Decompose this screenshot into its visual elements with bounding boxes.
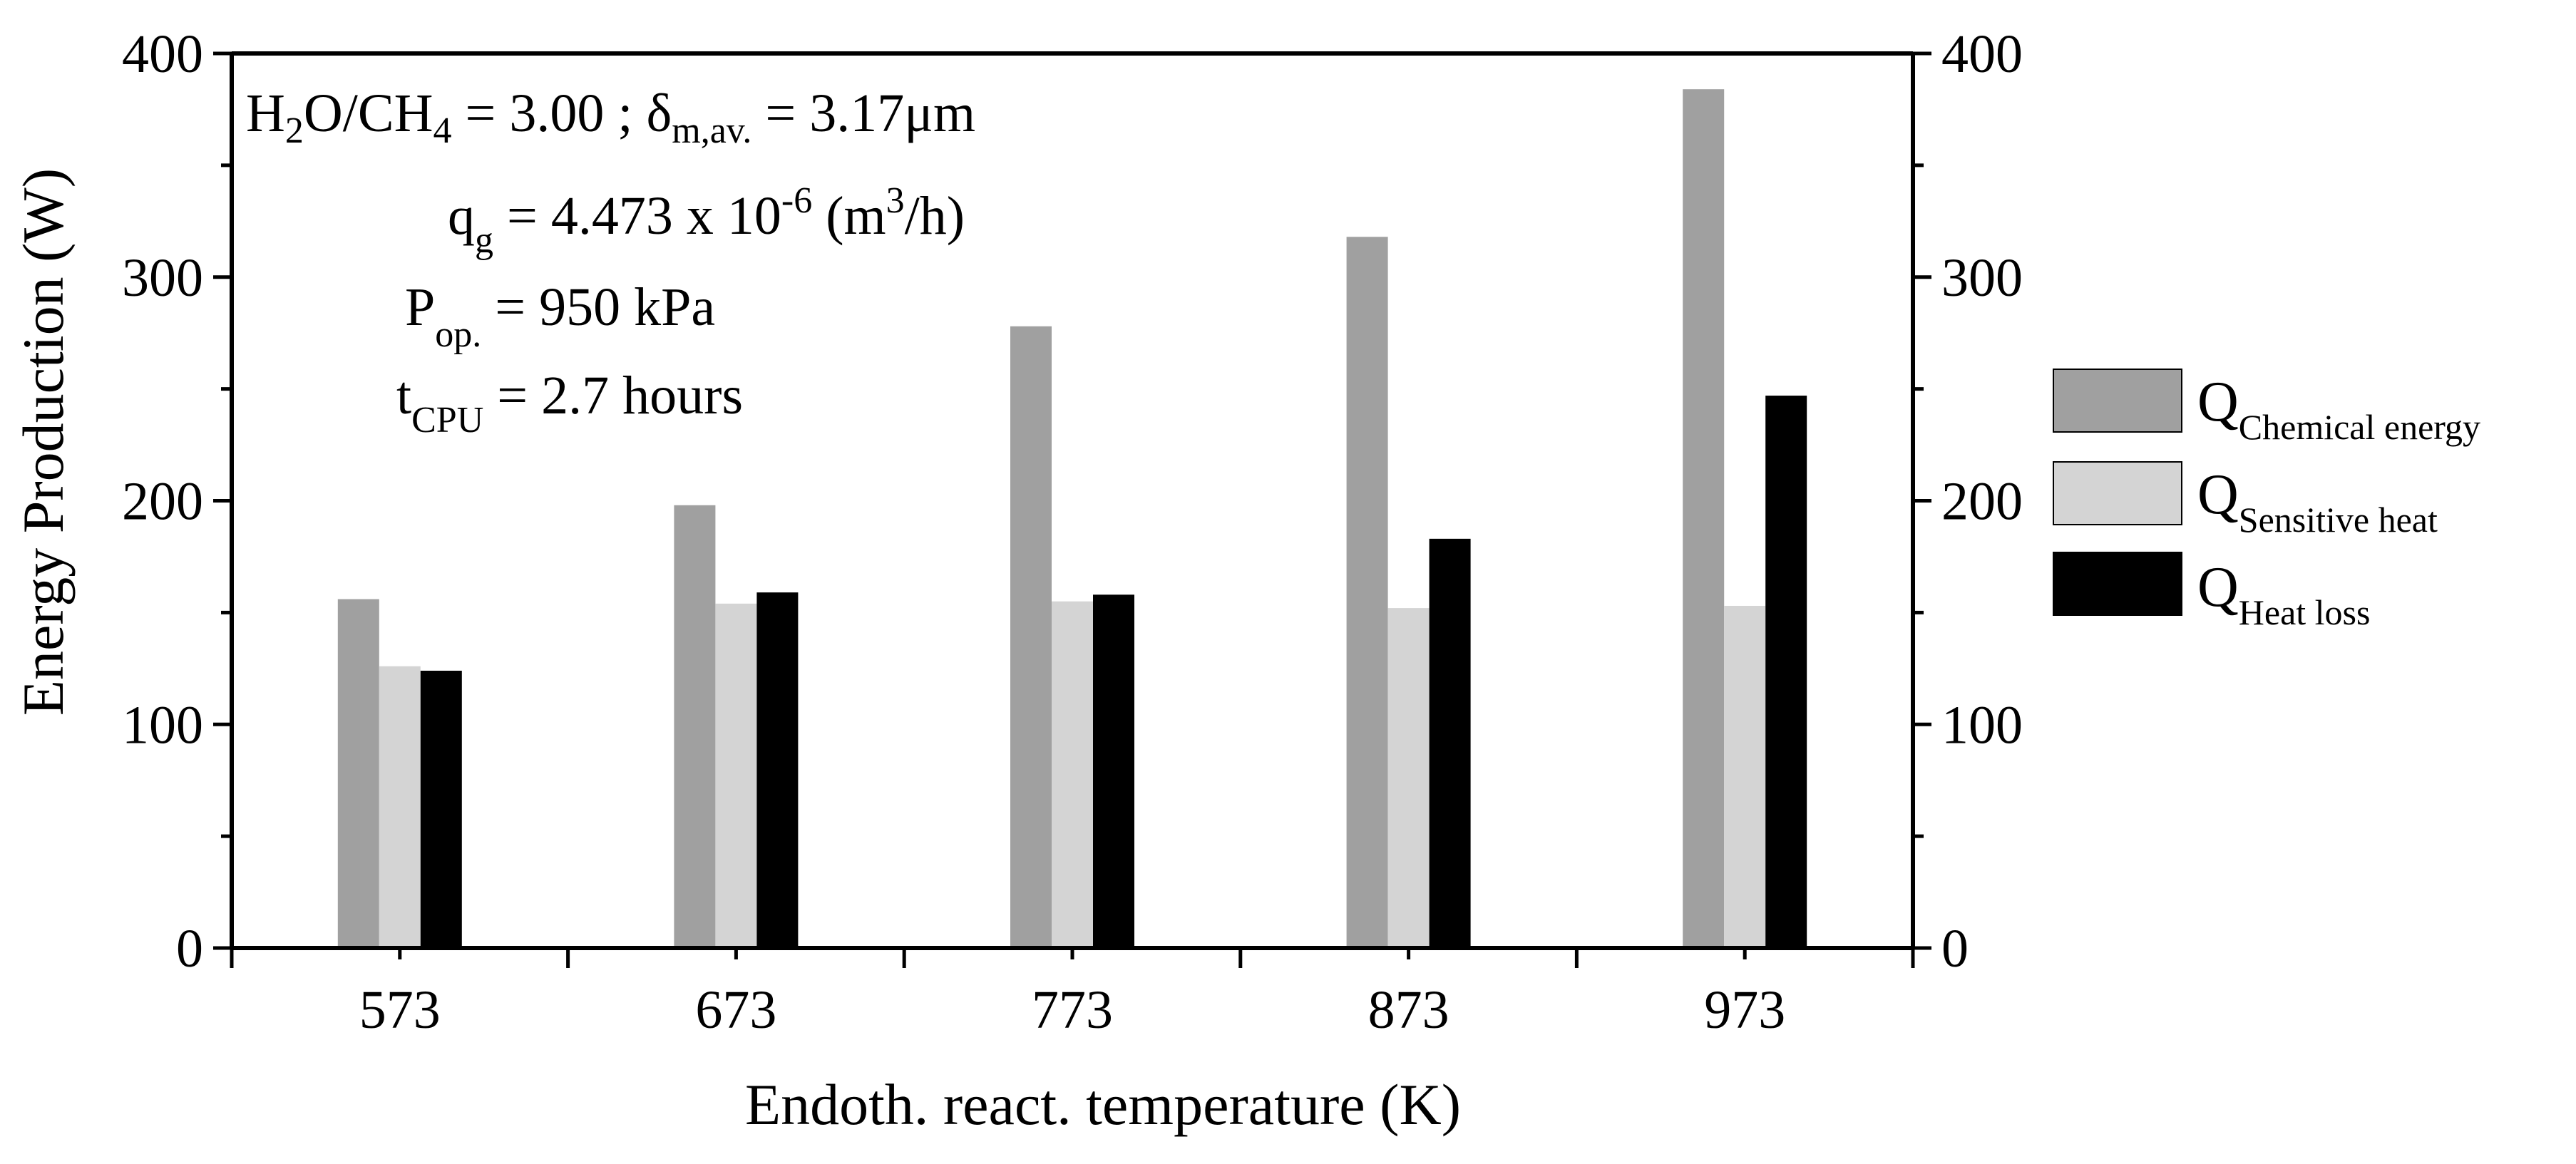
bar-heat-loss-873 (1429, 538, 1471, 948)
bar-sensitive-heat-573 (379, 666, 421, 948)
y-tick-label-right-100: 100 (1941, 695, 2023, 755)
x-tick-label-773: 773 (1032, 980, 1113, 1040)
bar-sensitive-heat-973 (1724, 605, 1766, 948)
annotation-line-2: qg = 4.473 x 10-6 (m3/h) (448, 180, 965, 261)
x-tick-label-873: 873 (1368, 980, 1449, 1040)
legend-swatch-chemical-energy (2053, 369, 2182, 433)
bar-heat-loss-773 (1093, 594, 1134, 948)
x-tick-label-673: 673 (695, 980, 776, 1040)
y-tick-label-right-400: 400 (1941, 24, 2023, 84)
bar-chemical-energy-573 (337, 599, 379, 948)
y-tick-label-right-300: 300 (1941, 248, 2023, 308)
legend-label-chemical-energy: QChemical energy (2197, 371, 2480, 447)
legend-label-heat-loss: QHeat loss (2197, 556, 2370, 632)
y-tick-label-left-100: 100 (122, 695, 203, 755)
legend-label-sensitive-heat: QSensitive heat (2197, 463, 2438, 540)
bar-sensitive-heat-873 (1387, 608, 1430, 948)
legend-swatch-sensitive-heat (2053, 461, 2182, 525)
bar-chemical-energy-773 (1010, 326, 1052, 948)
x-tick-label-973: 973 (1704, 980, 1785, 1040)
y-tick-label-left-400: 400 (122, 24, 203, 84)
bar-heat-loss-973 (1765, 396, 1807, 948)
legend-swatch-heat-loss (2053, 552, 2182, 616)
annotation-block: H2O/CH4 = 3.00 ; δm,av. = 3.17μm qg = 4.… (246, 83, 975, 441)
ticks-layer: 0 0 100 100 200 200 300 300 400 400 573 673 773 873 97… (122, 24, 2023, 1040)
y-tick-label-left-300: 300 (122, 248, 203, 308)
y-tick-label-left-200: 200 (122, 472, 203, 532)
bar-sensitive-heat-673 (715, 603, 757, 948)
bar-chemical-energy-973 (1683, 89, 1725, 949)
bar-sensitive-heat-773 (1052, 601, 1093, 948)
bar-heat-loss-573 (420, 670, 462, 948)
bar-heat-loss-673 (756, 592, 799, 948)
y-tick-label-right-200: 200 (1941, 472, 2023, 532)
x-axis-title: Endoth. react. temperature (K) (745, 1072, 1461, 1137)
x-tick-label-573: 573 (359, 980, 441, 1040)
bars-layer (337, 89, 1807, 949)
bar-chemical-energy-873 (1346, 237, 1388, 948)
annotation-line-4: tCPU = 2.7 hours (396, 366, 743, 441)
annotation-line-3: Pop. = 950 kPa (405, 277, 715, 355)
y-tick-label-left-0: 0 (176, 919, 203, 979)
y-tick-label-right-0: 0 (1941, 919, 1969, 979)
y-axis-title: Energy Production (W) (11, 168, 76, 716)
legend: QChemical energy QSensitive heat QHeat l… (2053, 369, 2480, 632)
annotation-line-1: H2O/CH4 = 3.00 ; δm,av. = 3.17μm (246, 83, 975, 151)
bar-chemical-energy-673 (674, 505, 716, 948)
